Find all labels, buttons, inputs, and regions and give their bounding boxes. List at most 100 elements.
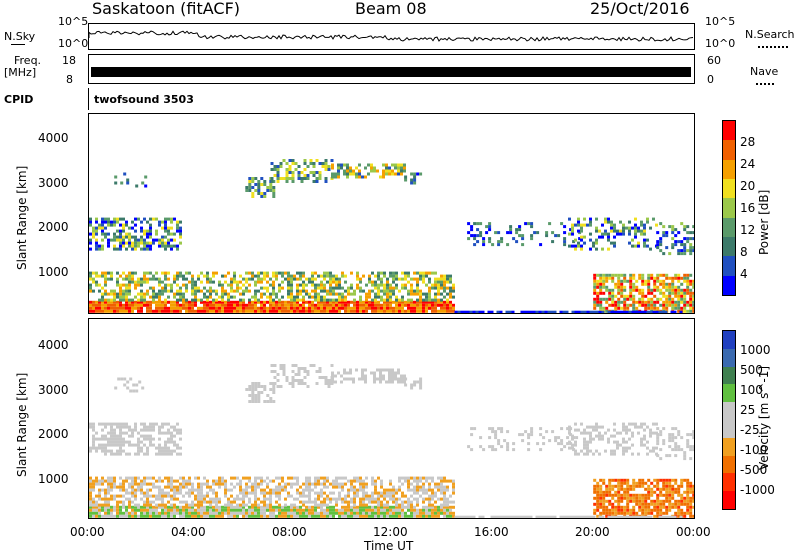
heatmap-cell <box>179 500 182 504</box>
heatmap-cell <box>356 511 359 515</box>
heatmap-cell <box>116 235 119 239</box>
heatmap-cell <box>377 476 380 480</box>
heatmap-cell <box>431 303 434 307</box>
heatmap-cell <box>314 298 317 302</box>
heatmap-cell <box>640 515 644 518</box>
heatmap-cell <box>616 440 619 444</box>
heatmap-cell <box>407 514 410 518</box>
heatmap-cell <box>625 446 628 450</box>
heatmap-cell <box>520 515 524 518</box>
heatmap-cell <box>212 300 215 304</box>
heatmap-cell <box>664 310 668 313</box>
heatmap-cell <box>392 488 395 492</box>
heatmap-cell <box>134 428 137 432</box>
heatmap-cell <box>646 425 649 429</box>
velocity-colorbar-label: Velocity [m s^-1] <box>757 365 771 470</box>
heatmap-cell <box>428 286 431 290</box>
heatmap-cell <box>221 300 224 304</box>
heatmap-cell <box>434 485 437 489</box>
heatmap-cell <box>689 502 693 506</box>
heatmap-cell <box>302 283 305 287</box>
heatmap-cell <box>608 484 612 488</box>
heatmap-cell <box>572 240 576 244</box>
heatmap-cell <box>692 246 694 250</box>
heatmap-cell <box>104 491 107 495</box>
heatmap-cell <box>355 172 358 176</box>
heatmap-cell <box>257 497 260 501</box>
heatmap-cell <box>620 487 624 491</box>
heatmap-cell <box>227 271 230 275</box>
heatmap-cell <box>302 511 305 515</box>
heatmap-cell <box>110 271 113 275</box>
colorbar-tick-label: 16 <box>740 201 756 215</box>
heatmap-cell <box>155 232 158 236</box>
heatmap-cell <box>425 309 428 313</box>
heatmap-cell <box>623 303 627 307</box>
heatmap-cell <box>647 502 651 506</box>
heatmap-cell <box>601 437 604 441</box>
heatmap-cell <box>668 282 672 286</box>
heatmap-cell <box>236 497 239 501</box>
heatmap-cell <box>602 502 606 506</box>
heatmap-cell <box>686 225 690 229</box>
heatmap-cell <box>680 300 684 304</box>
heatmap-cell <box>580 422 583 426</box>
heatmap-cell <box>236 306 239 310</box>
heatmap-cell <box>650 273 654 277</box>
heatmap-cell <box>161 303 164 307</box>
heatmap-cell <box>400 374 403 378</box>
heatmap-cell <box>101 300 104 304</box>
heatmap-cell <box>611 505 615 509</box>
heatmap-cell <box>589 515 593 518</box>
heatmap-cell <box>126 178 130 182</box>
heatmap-cell <box>179 482 182 486</box>
heatmap-cell <box>428 280 431 284</box>
heatmap-cell <box>164 503 167 507</box>
heatmap-cell <box>677 484 681 488</box>
heatmap-cell <box>386 508 389 512</box>
heatmap-cell <box>272 283 275 287</box>
heatmap-cell <box>137 446 140 450</box>
heatmap-cell <box>302 271 305 275</box>
heatmap-cell <box>125 452 128 456</box>
heatmap-cell <box>620 511 624 515</box>
heatmap-cell <box>683 454 687 458</box>
heatmap-cell <box>377 289 380 293</box>
heatmap-cell <box>276 171 280 174</box>
heatmap-cell <box>361 374 364 378</box>
heatmap-cell <box>416 503 419 507</box>
heatmap-cell <box>104 514 107 518</box>
heatmap-cell <box>463 515 467 518</box>
heatmap-cell <box>242 283 245 287</box>
heatmap-cell <box>116 452 119 456</box>
heatmap-cell <box>425 497 428 501</box>
heatmap-cell <box>545 430 549 434</box>
heatmap-cell <box>674 228 678 232</box>
heatmap-cell <box>275 271 278 275</box>
heatmap-cell <box>371 289 374 293</box>
heatmap-cell <box>583 235 586 239</box>
heatmap-cell <box>101 292 104 296</box>
heatmap-cell <box>686 291 690 295</box>
nave-tick-low: 0 <box>707 73 714 86</box>
heatmap-cell <box>230 295 233 299</box>
heatmap-cell <box>107 514 110 518</box>
heatmap-cell <box>227 500 230 504</box>
heatmap-cell <box>303 367 307 370</box>
heatmap-cell <box>146 476 149 480</box>
heatmap-cell <box>689 279 693 283</box>
heatmap-cell <box>589 223 592 227</box>
heatmap-cell <box>386 280 389 284</box>
heatmap-cell <box>595 425 598 429</box>
heatmap-cell <box>131 241 134 245</box>
heatmap-cell <box>431 514 434 518</box>
heatmap-cell <box>263 511 266 515</box>
heatmap-cell <box>646 238 649 242</box>
heatmap-cell <box>311 271 314 275</box>
heatmap-cell <box>620 294 624 298</box>
heatmap-cell <box>689 445 693 449</box>
heatmap-cell <box>206 514 209 518</box>
heatmap-cell <box>92 271 95 275</box>
heatmap-cell <box>323 274 326 278</box>
heatmap-cell <box>224 289 227 293</box>
